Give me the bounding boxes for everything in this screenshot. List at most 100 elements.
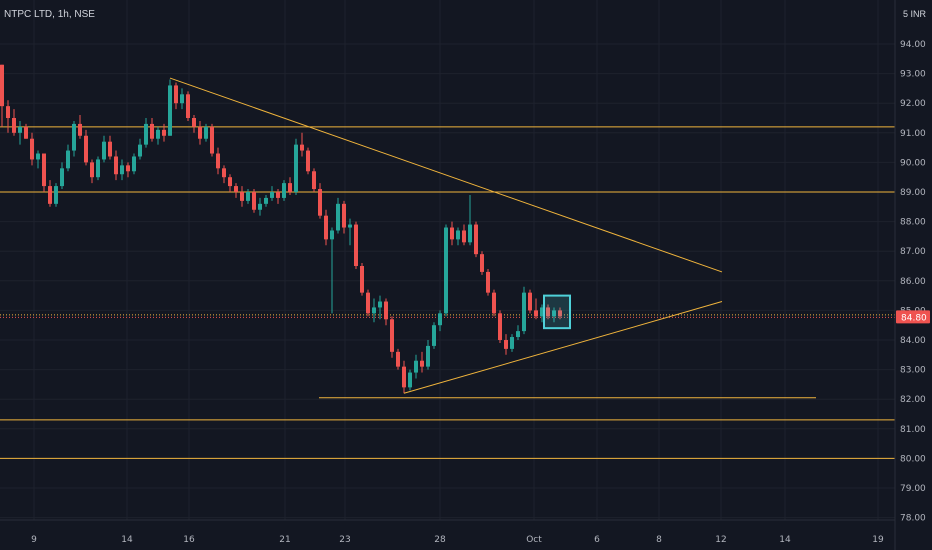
candle-body xyxy=(234,186,238,192)
price-axis-tick-label: 79.00 xyxy=(900,484,926,494)
candle-body xyxy=(150,123,154,139)
candle-body xyxy=(546,307,550,317)
candle-body xyxy=(552,310,556,317)
currency-code: INR xyxy=(910,9,927,19)
price-axis-tick-label: 91.00 xyxy=(900,129,926,139)
candle-body xyxy=(408,372,412,388)
candle-body xyxy=(342,203,346,228)
candle-body xyxy=(114,156,118,175)
time-axis-tick-label: 21 xyxy=(279,535,290,545)
price-axis-tick-label: 93.00 xyxy=(900,70,926,80)
price-axis-tick-label: 80.00 xyxy=(900,454,926,464)
candle-body xyxy=(438,313,442,326)
price-axis-tick-label: 78.00 xyxy=(900,514,926,524)
candle-body xyxy=(474,224,478,255)
candle-body xyxy=(198,126,202,139)
candle-body xyxy=(480,254,484,272)
consolidation-box[interactable] xyxy=(543,294,571,330)
candles xyxy=(0,64,562,394)
last-price-badge xyxy=(896,310,930,324)
trendline-lower[interactable] xyxy=(403,301,723,394)
candle-body xyxy=(138,144,142,157)
candle-body xyxy=(348,224,352,228)
candle-body xyxy=(6,106,10,118)
candle-body xyxy=(558,310,562,317)
candle-body xyxy=(384,301,388,320)
price-axis-tick-label: 86.00 xyxy=(900,277,926,287)
candle-body xyxy=(36,153,40,160)
candle-body xyxy=(294,144,298,192)
time-axis-tick-label: 8 xyxy=(656,535,662,545)
candle-body xyxy=(432,325,436,346)
price-axis[interactable]: 94.00 93.00 92.00 91.00 90.00 89.00 88.00 87.00… xyxy=(894,0,930,550)
currency-label[interactable]: 5 INR xyxy=(903,9,926,19)
candle-body xyxy=(162,129,166,136)
horizontal-levels[interactable] xyxy=(0,126,895,459)
candle-body xyxy=(492,292,496,314)
candle-body xyxy=(402,366,406,388)
candle-body xyxy=(450,227,454,240)
time-axis-tick-label: 19 xyxy=(872,535,884,545)
candle-body xyxy=(420,360,424,367)
candle-body xyxy=(372,307,376,314)
candle-body xyxy=(330,230,334,240)
time-axis-tick-label: 9 xyxy=(31,535,37,545)
candle-body xyxy=(0,64,4,107)
candle-body xyxy=(498,313,502,340)
candle-body xyxy=(222,168,226,178)
time-axis-tick-label: Oct xyxy=(526,535,542,545)
price-axis-tick-label: 94.00 xyxy=(900,40,926,50)
candle-body xyxy=(300,144,304,151)
trendline-upper[interactable] xyxy=(169,77,723,273)
candle-body xyxy=(66,150,70,169)
price-axis-tick-label: 87.00 xyxy=(900,247,926,257)
candle-body xyxy=(336,203,340,231)
candle-body xyxy=(396,351,400,367)
candle-body xyxy=(354,224,358,266)
last-price-label: 84.80 xyxy=(901,313,927,323)
candle-body xyxy=(366,292,370,314)
candle-body xyxy=(318,189,322,216)
candle-body xyxy=(18,126,22,133)
candle-body xyxy=(132,156,136,172)
symbol-title: NTPC LTD, 1h, NSE xyxy=(4,9,95,20)
time-axis[interactable]: 9 14 16 21 23 28 Oct 6 8 12 14 19 xyxy=(0,519,895,545)
candle-body xyxy=(516,331,520,338)
candle-body xyxy=(468,224,472,243)
candle-body xyxy=(324,215,328,240)
price-axis-tick-label: 82.00 xyxy=(900,395,926,405)
candle-body xyxy=(264,197,268,204)
candle-body xyxy=(186,94,190,118)
price-axis-tick-label: 81.00 xyxy=(900,425,926,435)
time-axis-tick-label: 6 xyxy=(594,535,600,545)
candle-body xyxy=(522,292,526,332)
candle-body xyxy=(72,123,76,151)
candle-body xyxy=(42,153,46,187)
candle-body xyxy=(54,186,58,204)
candle-body xyxy=(540,307,544,317)
candle-body xyxy=(240,192,244,201)
price-axis-tick-label: 88.00 xyxy=(900,218,926,228)
candle-body xyxy=(216,153,220,169)
time-axis-tick-label: 12 xyxy=(715,535,726,545)
candle-body xyxy=(276,192,280,198)
price-axis-tick-label: 92.00 xyxy=(900,99,926,109)
candle-body xyxy=(204,126,208,139)
time-axis-tick-label: 14 xyxy=(121,535,133,545)
candle-body xyxy=(456,230,460,240)
candle-body xyxy=(210,126,214,154)
time-axis-tick-label: 28 xyxy=(434,535,446,545)
candle-body xyxy=(156,129,160,139)
price-axis-tick-label: 89.00 xyxy=(900,188,926,198)
candle-body xyxy=(270,192,274,198)
candle-body xyxy=(258,203,262,210)
candle-body xyxy=(174,85,178,104)
candle-body xyxy=(414,360,418,373)
candle-body xyxy=(180,94,184,104)
candle-body xyxy=(144,123,148,145)
candle-body xyxy=(48,186,52,204)
candle-body xyxy=(108,141,112,157)
trendlines[interactable] xyxy=(169,77,723,394)
